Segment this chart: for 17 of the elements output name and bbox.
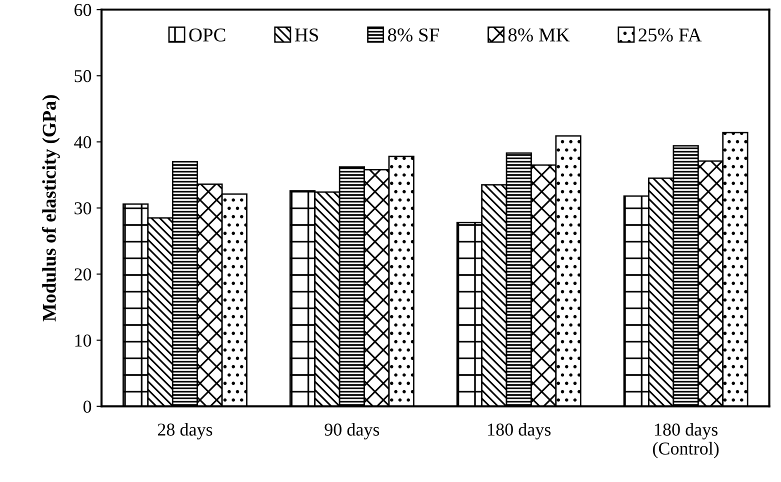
legend-label: 8% SF (388, 28, 439, 42)
x-tick-label: 90 days (324, 422, 380, 440)
legend-label: OPC (189, 28, 226, 42)
y-axis-title: Modulus of elasticity (GPa) (42, 95, 60, 322)
y-tick-label: 30 (74, 202, 92, 214)
y-tick-label: 0 (83, 400, 92, 413)
x-tick-label: 180 days (Control) (653, 422, 719, 458)
legend-label: HS (294, 28, 318, 42)
x-tick-label: 28 days (158, 422, 212, 440)
legend-label: 8% MK (508, 28, 570, 42)
y-tick-label: 10 (75, 334, 92, 347)
y-tick-label: 50 (74, 70, 92, 82)
y-tick-label: 20 (74, 268, 92, 281)
x-tick-label: 180 days (488, 422, 551, 440)
y-tick-label: 60 (74, 4, 92, 16)
y-tick-label: 40 (74, 136, 92, 148)
legend-label: 25% FA (638, 28, 702, 42)
